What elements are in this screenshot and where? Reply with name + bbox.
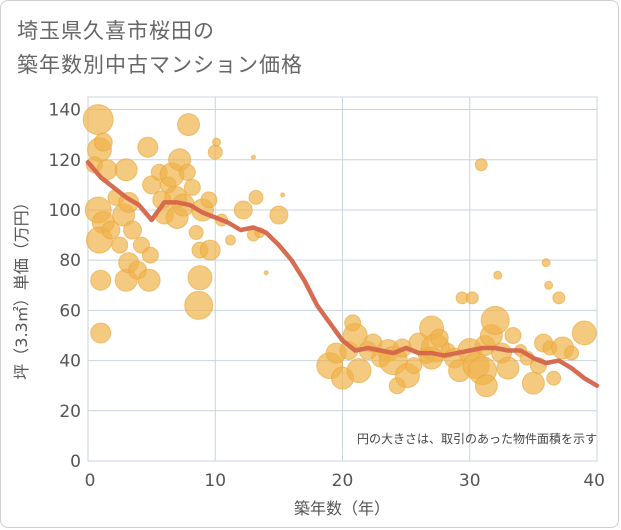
y-tick-label: 60 <box>59 301 81 321</box>
trend-line <box>85 160 600 388</box>
data-point <box>111 236 129 254</box>
data-point <box>114 158 138 182</box>
data-point <box>420 346 444 370</box>
data-point <box>233 200 253 220</box>
data-point <box>93 132 113 152</box>
y-tick-label: 0 <box>70 452 81 472</box>
data-point <box>141 246 159 264</box>
data-point <box>342 322 368 348</box>
x-tick-label: 30 <box>459 471 481 491</box>
data-point <box>183 178 201 196</box>
x-tick-label: 10 <box>204 471 226 491</box>
grid <box>87 96 598 462</box>
data-point <box>207 144 223 160</box>
data-point <box>184 290 214 320</box>
data-point <box>200 191 218 209</box>
data-point <box>123 220 143 240</box>
data-point <box>82 104 114 136</box>
data-point <box>280 192 286 198</box>
data-point <box>248 189 264 205</box>
y-axis-label: 坪（3.3㎡）単価（万円） <box>12 194 31 379</box>
data-point <box>493 270 503 280</box>
y-tick-label: 20 <box>59 402 81 422</box>
data-point <box>480 305 510 335</box>
data-point <box>212 137 222 147</box>
data-point <box>250 154 256 160</box>
y-tick-label: 120 <box>49 151 81 171</box>
data-point <box>541 258 551 268</box>
data-point <box>137 136 159 158</box>
x-axis-label: 築年数（年） <box>294 499 390 518</box>
data-point <box>346 358 372 384</box>
data-point <box>564 345 580 361</box>
data-point <box>552 291 566 305</box>
tick-labels: 0 20 40 60 80 100 120 140 0 10 20 30 40 <box>49 101 605 491</box>
trend-line-layer <box>85 160 600 388</box>
data-point <box>225 234 237 246</box>
bubble-layer <box>82 104 597 398</box>
data-point <box>474 158 488 172</box>
y-tick-label: 100 <box>49 201 81 221</box>
data-point <box>496 356 520 380</box>
data-point <box>571 320 597 346</box>
data-point <box>101 220 121 240</box>
x-tick-label: 40 <box>583 471 605 491</box>
data-point <box>90 322 112 344</box>
x-tick-label: 20 <box>332 471 354 491</box>
chart-title-line-2: 築年数別中古マンション価格 <box>17 53 303 77</box>
data-point <box>405 357 423 375</box>
data-point <box>465 291 479 305</box>
data-point <box>474 374 498 398</box>
chart-title-line-1: 埼玉県久喜市桜田の <box>17 19 215 43</box>
data-point <box>188 225 204 241</box>
data-point <box>178 163 196 181</box>
plot-border <box>87 96 598 462</box>
data-point <box>546 370 562 386</box>
data-point <box>521 371 545 395</box>
data-point <box>544 280 554 290</box>
bubble-size-note: 円の大きさは、取引のあった物件面積を示す <box>357 431 597 446</box>
x-tick-label: 0 <box>85 471 96 491</box>
chart-title: 埼玉県久喜市桜田の 築年数別中古マンション価格 <box>17 14 303 82</box>
y-tick-label: 40 <box>59 352 81 372</box>
data-point <box>90 269 112 291</box>
data-point <box>177 113 201 137</box>
data-point <box>504 326 522 344</box>
data-point <box>199 239 221 261</box>
data-point <box>269 205 289 225</box>
data-point <box>429 328 449 348</box>
data-point <box>137 268 161 292</box>
y-tick-label: 140 <box>49 101 81 121</box>
data-point <box>263 270 269 276</box>
y-tick-label: 80 <box>59 251 81 271</box>
data-point <box>187 265 213 291</box>
